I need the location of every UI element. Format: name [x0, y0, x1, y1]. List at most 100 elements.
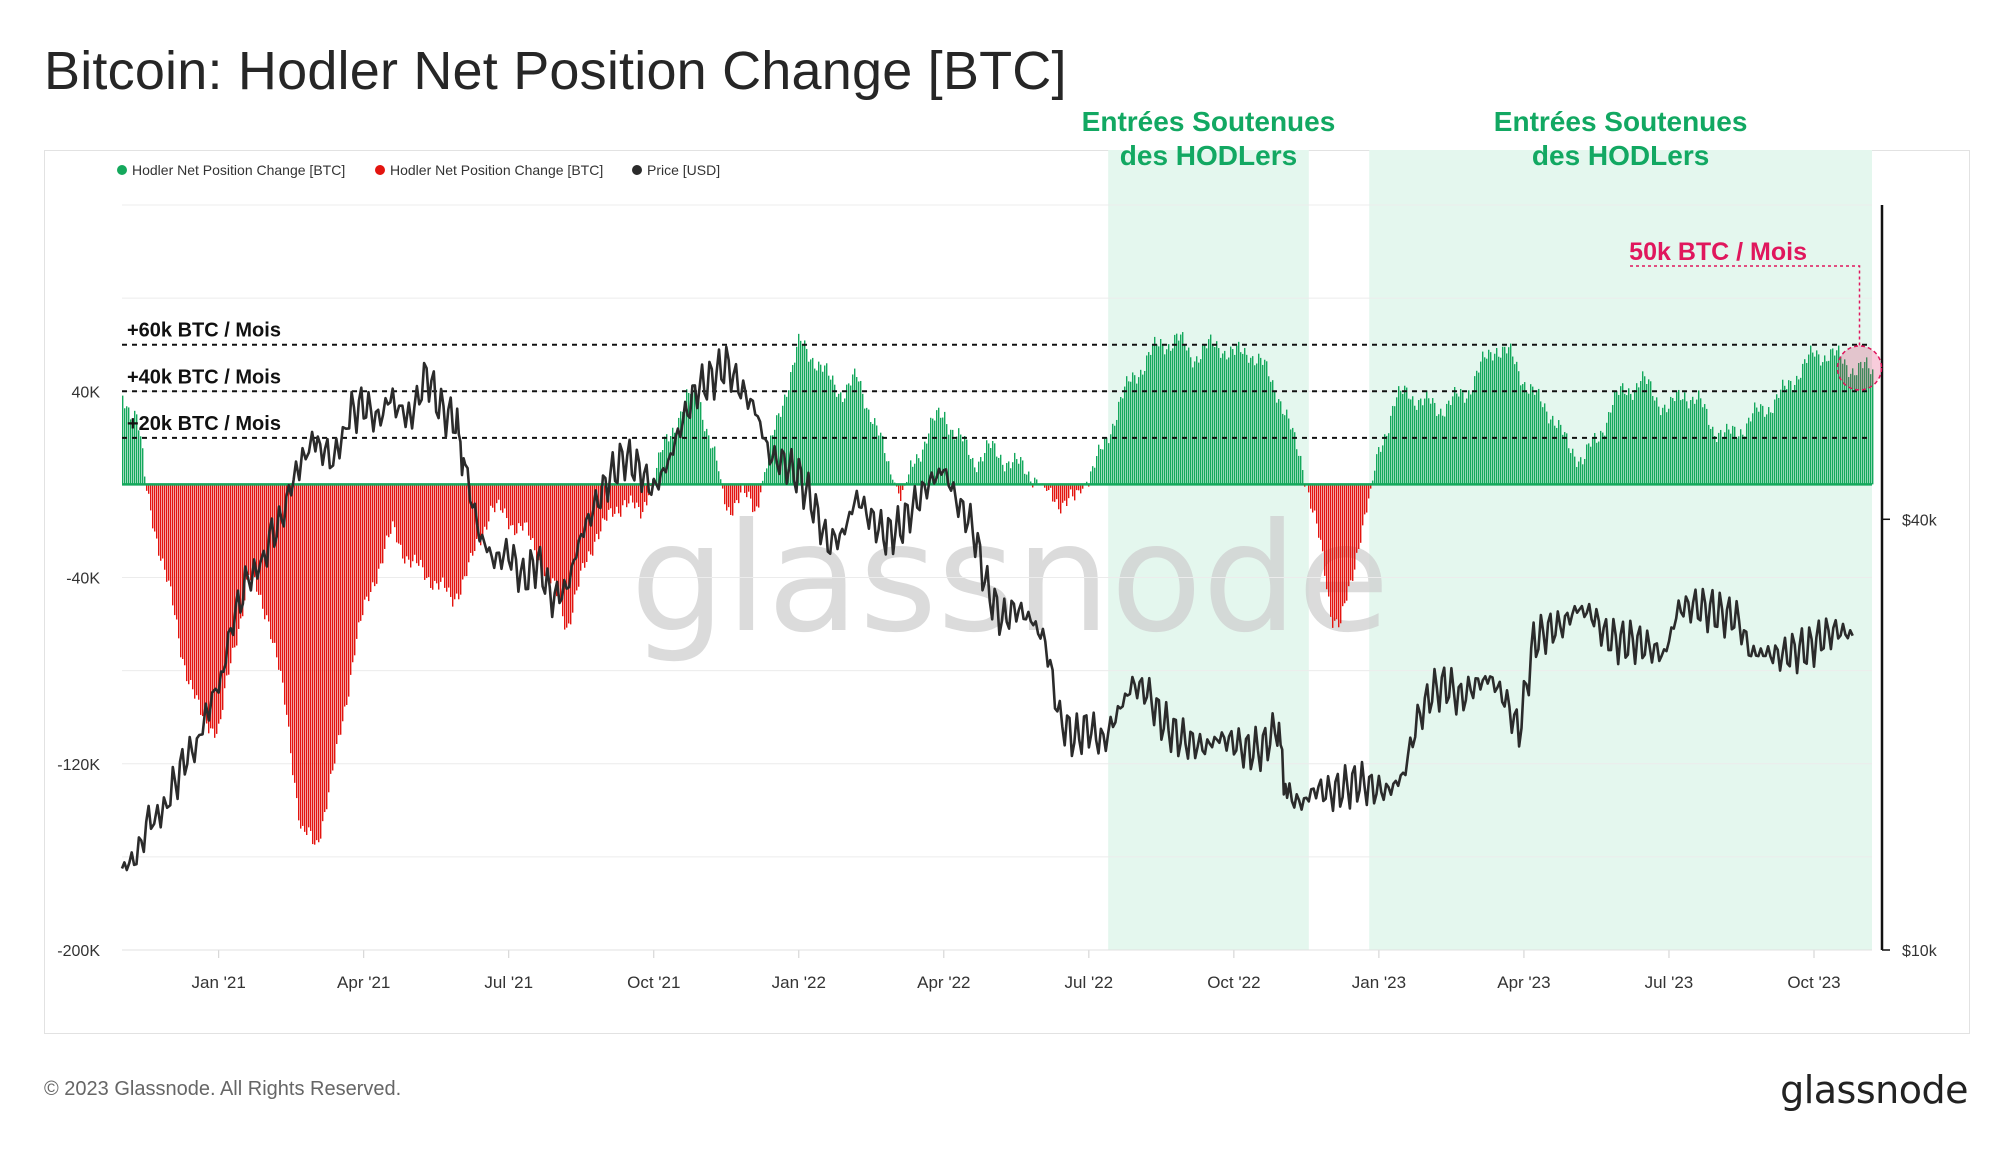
- bar-positive: [1704, 404, 1706, 485]
- bar-negative: [614, 484, 616, 514]
- bar-positive: [1440, 408, 1442, 485]
- bar-negative: [358, 484, 360, 623]
- bar-positive: [1026, 474, 1028, 485]
- bar-negative: [528, 484, 530, 536]
- bar-positive: [1858, 362, 1860, 485]
- bar-positive: [1132, 372, 1134, 485]
- bar-negative: [154, 484, 156, 532]
- x-tick-label-8: Oct '22: [1207, 973, 1260, 992]
- bar-positive: [670, 436, 672, 485]
- bar-positive: [1104, 438, 1106, 485]
- legend-label-2[interactable]: Hodler Net Position Change [BTC]: [390, 162, 603, 178]
- bar-negative: [426, 484, 428, 579]
- bar-negative: [270, 484, 272, 640]
- bar-positive: [1842, 363, 1844, 485]
- bar-negative: [570, 484, 572, 625]
- bar-positive: [700, 402, 702, 485]
- bar-negative: [1358, 484, 1360, 549]
- bar-positive: [1130, 381, 1132, 485]
- bar-negative: [524, 484, 526, 523]
- bar-negative: [604, 484, 606, 520]
- bar-negative: [280, 484, 282, 671]
- bar-negative: [320, 484, 322, 839]
- bar-negative: [1336, 484, 1338, 620]
- bar-positive: [922, 449, 924, 485]
- bar-positive: [774, 429, 776, 485]
- bar-positive: [702, 419, 704, 485]
- bar-positive: [1416, 409, 1418, 485]
- bar-positive: [1778, 397, 1780, 485]
- bar-positive: [1280, 401, 1282, 485]
- bar-positive: [948, 434, 950, 485]
- bar-positive: [1146, 355, 1148, 485]
- bar-positive: [812, 357, 814, 485]
- bar-positive: [892, 479, 894, 485]
- bar-positive: [830, 379, 832, 485]
- bar-positive: [1652, 396, 1654, 485]
- bar-positive: [810, 359, 812, 485]
- bar-positive: [1166, 349, 1168, 485]
- bar-positive: [876, 425, 878, 485]
- bar-negative: [1074, 484, 1076, 501]
- bar-negative: [540, 484, 542, 564]
- bar-negative: [550, 484, 552, 584]
- bar-positive: [1284, 415, 1286, 485]
- bar-negative: [618, 484, 620, 514]
- bar-negative: [752, 484, 754, 513]
- bar-positive: [1796, 375, 1798, 485]
- bar-positive: [1568, 448, 1570, 485]
- bar-positive: [1184, 344, 1186, 485]
- bar-positive: [1710, 428, 1712, 485]
- bar-negative: [156, 484, 158, 539]
- highlight-region-2: [1369, 150, 1872, 950]
- bar-positive: [788, 390, 790, 485]
- bar-positive: [1222, 353, 1224, 485]
- bar-positive: [1712, 426, 1714, 485]
- bar-negative: [1066, 484, 1068, 507]
- bar-positive: [1424, 398, 1426, 485]
- bar-positive: [134, 410, 136, 485]
- bar-positive: [1582, 464, 1584, 485]
- legend-label-3[interactable]: Price [USD]: [647, 162, 720, 178]
- bar-negative: [416, 484, 418, 564]
- bar-positive: [1204, 344, 1206, 485]
- bar-positive: [658, 452, 660, 485]
- bar-positive: [1628, 388, 1630, 485]
- bar-positive: [1524, 382, 1526, 485]
- bar-positive: [818, 361, 820, 485]
- glassnode-logo: glassnode: [1780, 1068, 1968, 1112]
- bar-negative: [1076, 484, 1078, 491]
- bar-positive: [882, 435, 884, 485]
- legend-label-1[interactable]: Hodler Net Position Change [BTC]: [132, 162, 345, 178]
- bar-positive: [1262, 364, 1264, 485]
- bar-negative: [244, 484, 246, 601]
- bar-positive: [1804, 359, 1806, 485]
- bar-positive: [718, 471, 720, 485]
- bar-positive: [1618, 394, 1620, 485]
- bar-positive: [1698, 390, 1700, 485]
- bar-negative: [322, 484, 324, 822]
- bar-positive: [126, 406, 128, 485]
- bar-positive: [762, 480, 764, 485]
- bar-positive: [1448, 400, 1450, 485]
- bar-positive: [1768, 407, 1770, 485]
- bar-positive: [1458, 396, 1460, 485]
- bar-positive: [1290, 429, 1292, 485]
- bar-positive: [1678, 389, 1680, 485]
- bar-negative: [1362, 484, 1364, 526]
- bar-negative: [276, 484, 278, 658]
- bar-negative: [594, 484, 596, 542]
- bar-negative: [626, 484, 628, 508]
- bar-positive: [1758, 411, 1760, 485]
- bar-negative: [482, 484, 484, 535]
- bar-positive: [1140, 369, 1142, 485]
- bar-positive: [1736, 437, 1738, 485]
- bar-positive: [1680, 400, 1682, 485]
- bar-positive: [1492, 360, 1494, 485]
- bar-negative: [172, 484, 174, 606]
- bar-positive: [1190, 357, 1192, 485]
- bar-negative: [502, 484, 504, 513]
- bar-positive: [1724, 432, 1726, 485]
- bar-positive: [1122, 398, 1124, 485]
- bar-positive: [1690, 400, 1692, 485]
